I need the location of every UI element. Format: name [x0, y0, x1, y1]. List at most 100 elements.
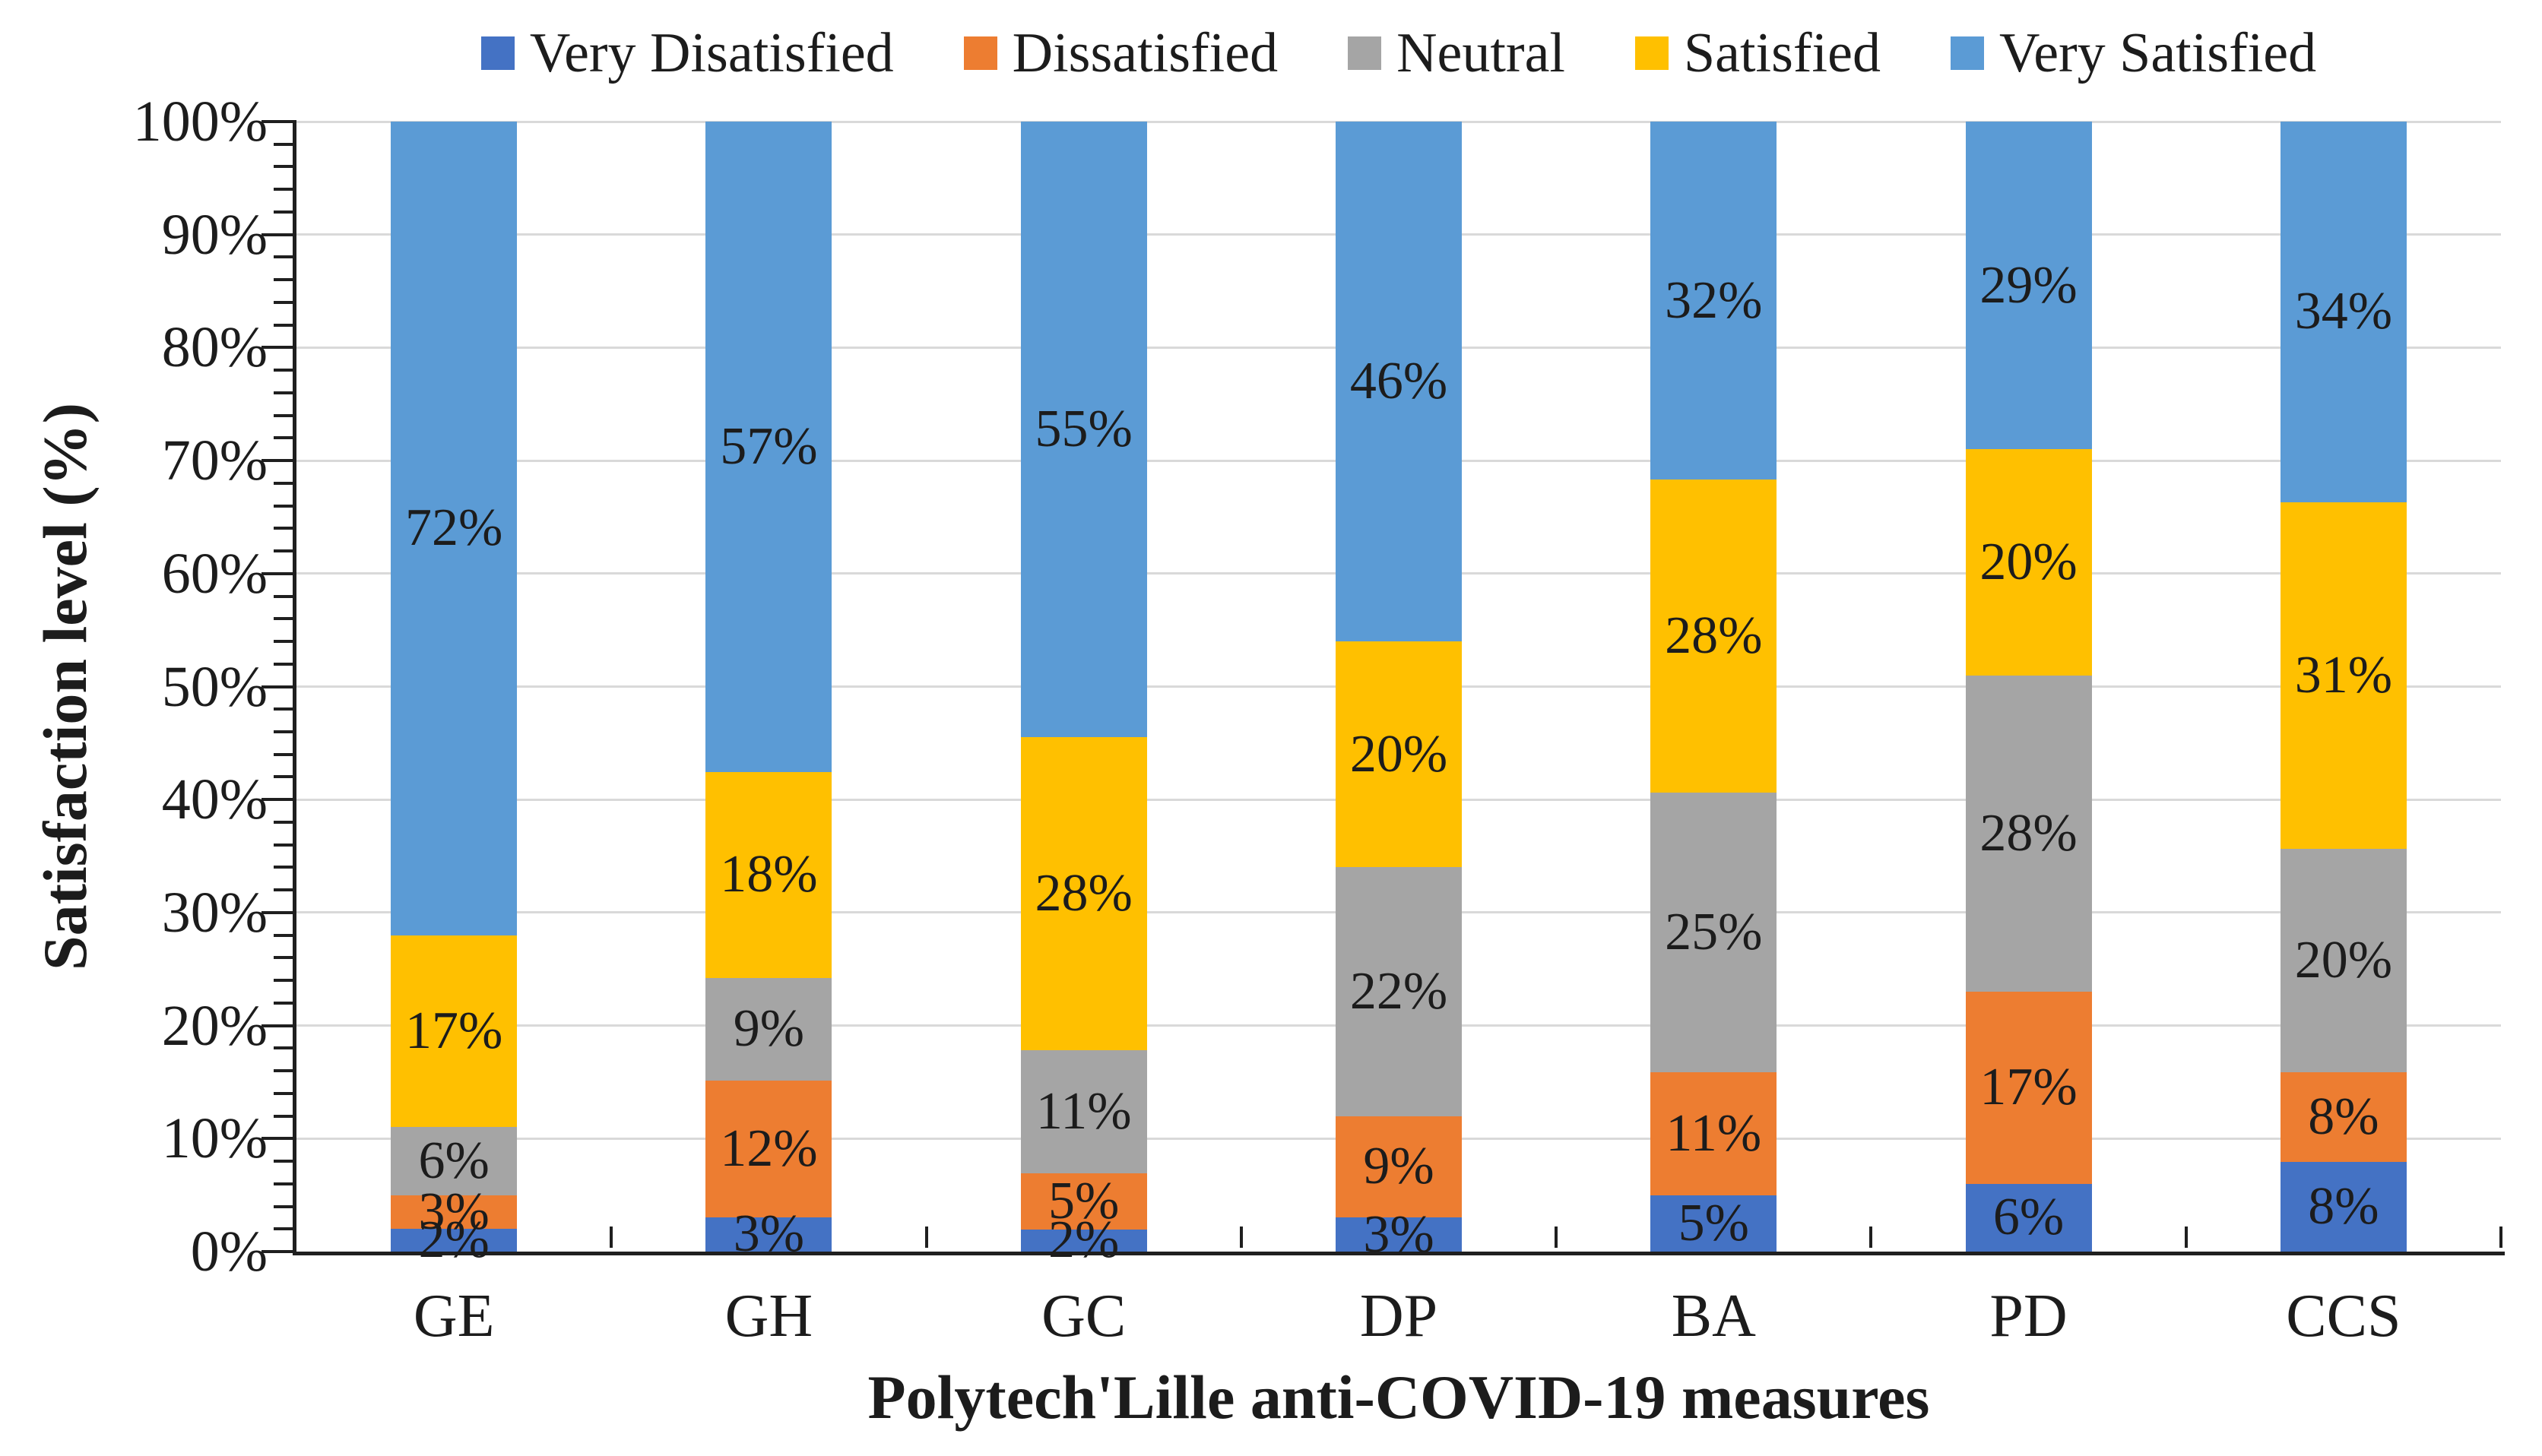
- y-axis-tick-label: 20%: [161, 993, 268, 1058]
- bar-segment-very-satisfied: [1020, 122, 1147, 737]
- bar-segment-dissatisfied: [391, 1195, 518, 1230]
- legend-label: Neutral: [1396, 22, 1565, 84]
- legend-label: Dissatisfied: [1012, 22, 1279, 84]
- x-axis-boundary-tick: [2184, 1227, 2188, 1248]
- chart-legend: Very Disatisfied Dissatisfied Neutral Satis…: [296, 15, 2501, 91]
- y-axis-major-tick: [261, 910, 296, 914]
- data-label: 20%: [1349, 724, 1448, 783]
- y-axis-major-tick: [261, 798, 296, 802]
- data-label: 55%: [1035, 399, 1133, 458]
- y-axis-tick-label: 60%: [161, 541, 268, 606]
- legend-color-swatch: [1950, 36, 1984, 70]
- data-label: 20%: [1979, 532, 2078, 591]
- data-label: 32%: [1665, 271, 1763, 330]
- data-label: 20%: [2294, 931, 2392, 990]
- bar-segment-very-disatisfied: [1020, 1229, 1147, 1252]
- data-label: 72%: [404, 499, 503, 558]
- y-axis-minor-tick: [274, 1001, 296, 1005]
- y-axis-tick-label: 70%: [161, 429, 268, 493]
- x-axis-category-label-ba: BA: [1671, 1283, 1756, 1350]
- bar-segment-satisfied: [2280, 502, 2407, 849]
- y-axis-minor-tick: [274, 142, 296, 146]
- y-axis-minor-tick: [274, 210, 296, 214]
- y-axis-minor-tick: [274, 594, 296, 598]
- bar-segment-very-disatisfied: [705, 1217, 832, 1252]
- legend-item-neutral: Neutral: [1348, 25, 1565, 81]
- y-axis-minor-tick: [274, 1204, 296, 1208]
- data-label: 6%: [1992, 1188, 2065, 1247]
- y-axis-tick-label: 80%: [161, 315, 268, 380]
- x-axis-boundary-tick: [924, 1227, 928, 1248]
- legend-item-satisfied: Satisfied: [1634, 25, 1881, 81]
- x-axis-category-label-pd: PD: [1989, 1283, 2068, 1350]
- x-axis-line: [293, 1252, 2505, 1255]
- bar-segment-dissatisfied: [1965, 992, 2092, 1184]
- y-axis-minor-tick: [274, 278, 296, 282]
- bar-ccs: 8% 8% 20% 31% 34%: [2280, 122, 2407, 1252]
- plot-area: 2% 3% 6% 17% 72% 3% 12% 9% 18% 57% 2% 5% 11% 28% 55% 3%…: [296, 120, 2502, 1267]
- y-axis-major-tick: [261, 685, 296, 688]
- legend-item-dissatisfied: Dissatisfied: [963, 22, 1279, 84]
- y-axis-minor-tick: [274, 504, 296, 508]
- y-axis-minor-tick: [274, 391, 296, 394]
- data-label: 6%: [418, 1132, 490, 1191]
- bar-segment-satisfied: [705, 772, 832, 978]
- y-axis-minor-tick: [274, 323, 296, 327]
- bar-segment-satisfied: [1965, 449, 2092, 676]
- y-axis-minor-tick: [274, 436, 296, 440]
- bar-ba: 5% 11% 25% 28% 32%: [1650, 122, 1777, 1252]
- y-axis-minor-tick: [274, 481, 296, 485]
- bar-segment-very-disatisfied: [2280, 1162, 2407, 1252]
- bar-segment-very-satisfied: [1336, 122, 1462, 642]
- data-label: 22%: [1349, 962, 1448, 1021]
- x-axis-category-label-ge: GE: [413, 1283, 495, 1350]
- data-label: 5%: [1678, 1194, 1749, 1253]
- y-axis-minor-tick: [274, 369, 296, 372]
- y-axis-major-tick: [261, 233, 296, 236]
- x-axis-boundary-tick: [610, 1227, 613, 1248]
- legend-label: Very Disatisfied: [529, 22, 894, 84]
- y-axis-major-tick: [261, 1250, 296, 1253]
- y-axis-minor-tick: [274, 165, 296, 169]
- legend-item-very-disatisfied: Very Disatisfied: [480, 22, 894, 84]
- y-axis-minor-tick: [274, 730, 296, 733]
- bar-segment-neutral: [705, 977, 832, 1081]
- y-axis-major-tick: [261, 459, 296, 463]
- bar-segment-very-disatisfied: [391, 1229, 518, 1252]
- bar-segment-satisfied: [1650, 480, 1777, 793]
- legend-color-swatch: [963, 36, 997, 70]
- x-axis-boundary-tick: [1239, 1227, 1243, 1248]
- legend-item-very-satisfied: Very Satisfied: [1950, 25, 2316, 81]
- legend-color-swatch: [480, 36, 515, 70]
- legend-color-swatch: [1634, 36, 1669, 70]
- bar-segment-dissatisfied: [705, 1080, 832, 1217]
- y-axis-tick-label: 40%: [161, 768, 268, 832]
- y-axis-minor-tick: [274, 1091, 296, 1095]
- y-axis-minor-tick: [274, 775, 296, 779]
- y-axis-major-tick: [261, 346, 296, 350]
- x-axis-ticks-layer: [296, 122, 2502, 1252]
- data-label: 2%: [418, 1211, 490, 1270]
- y-axis-minor-tick: [274, 752, 296, 756]
- bar-segment-very-satisfied: [2280, 122, 2407, 502]
- data-label: 28%: [1035, 863, 1133, 923]
- x-axis-category-label-gh: GH: [724, 1283, 813, 1350]
- y-axis-minor-tick: [274, 255, 296, 259]
- data-label: 11%: [1035, 1081, 1132, 1141]
- y-axis-tick-label: 100%: [132, 90, 268, 154]
- bar-dp: 3% 9% 22% 20% 46%: [1336, 122, 1462, 1261]
- data-label: 28%: [1979, 803, 2078, 863]
- data-label: 2%: [1048, 1211, 1120, 1270]
- y-axis-major-tick: [261, 1024, 296, 1027]
- x-axis-category-label-ccs: CCS: [2286, 1283, 2401, 1350]
- y-axis-minor-tick: [274, 1160, 296, 1163]
- bar-segment-neutral: [1650, 793, 1777, 1073]
- bar-segment-very-disatisfied: [1650, 1195, 1777, 1252]
- y-axis-minor-tick: [274, 933, 296, 937]
- y-axis-minor-tick: [274, 888, 296, 892]
- y-axis-minor-tick: [274, 1046, 296, 1050]
- bar-segment-dissatisfied: [1336, 1116, 1462, 1218]
- bar-segment-neutral: [1336, 867, 1462, 1116]
- bar-segment-neutral: [1965, 675, 2092, 992]
